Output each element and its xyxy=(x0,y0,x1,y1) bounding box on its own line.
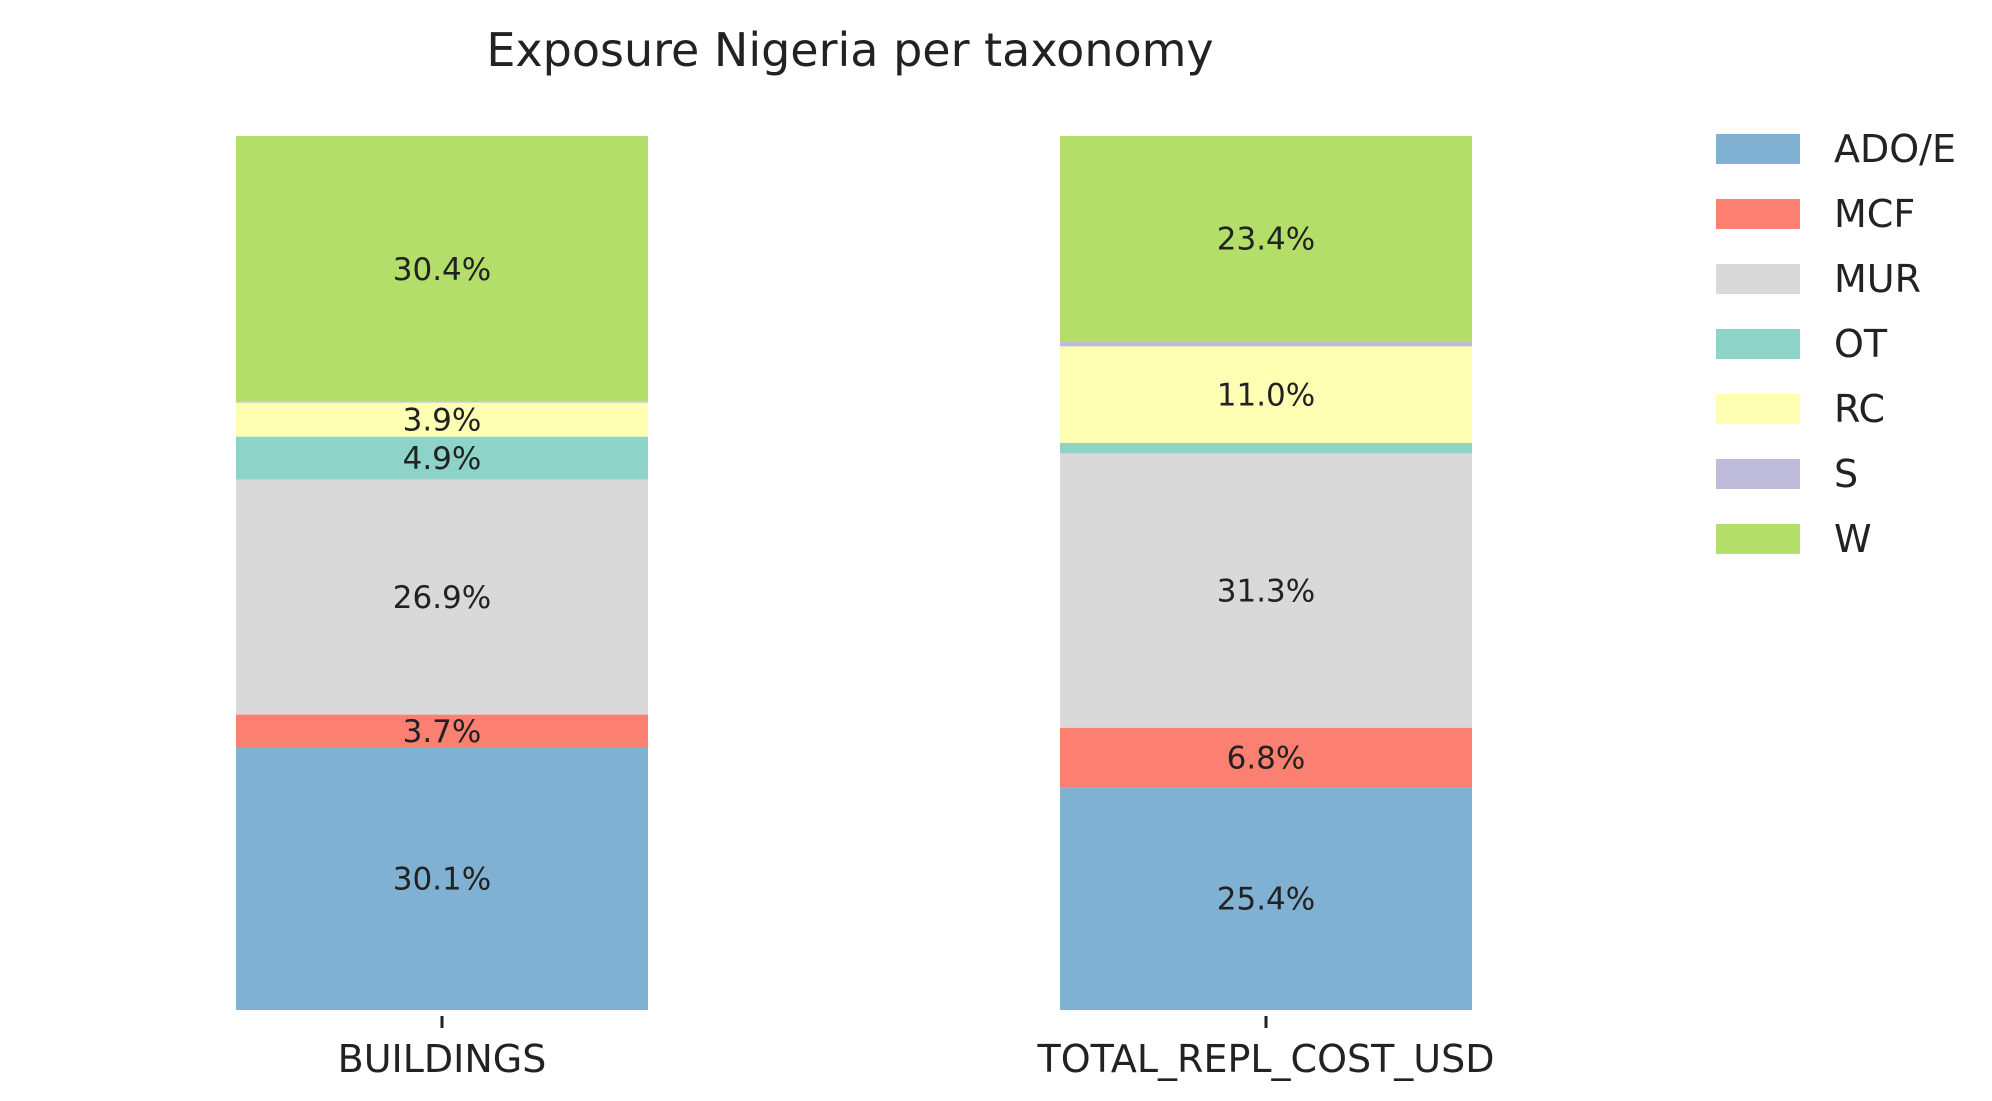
bar-segment-ot-total-repl-cost-usd xyxy=(1060,442,1472,454)
bar-label-ado-e-total-repl-cost-usd: 25.4% xyxy=(1217,882,1315,918)
bar-label-rc-buildings: 3.9% xyxy=(403,403,482,439)
legend-label-s: S xyxy=(1834,452,1858,496)
bar-segment-w-total-repl-cost-usd xyxy=(1060,136,1472,342)
bar-label-ado-e-buildings: 30.1% xyxy=(393,861,491,897)
x-tick-label-total-repl-cost-usd: TOTAL_REPL_COST_USD xyxy=(1036,1037,1494,1081)
x-tick-label-buildings: BUILDINGS xyxy=(338,1037,547,1081)
bar-segment-ado-e-buildings xyxy=(236,746,648,1010)
bar-label-mcf-total-repl-cost-usd: 6.8% xyxy=(1227,741,1306,777)
chart-title: Exposure Nigeria per taxonomy xyxy=(486,23,1213,77)
bar-segment-ado-e-total-repl-cost-usd xyxy=(1060,787,1472,1010)
bar-segment-rc-total-repl-cost-usd xyxy=(1060,346,1472,443)
legend-swatch-mcf xyxy=(1716,199,1800,229)
legend-swatch-mur xyxy=(1716,264,1800,294)
bar-segment-mcf-buildings xyxy=(236,714,648,747)
legend-label-mcf: MCF xyxy=(1834,192,1915,236)
bar-label-mur-total-repl-cost-usd: 31.3% xyxy=(1217,574,1315,610)
bar-segment-s-buildings xyxy=(236,401,648,403)
legend-swatch-w xyxy=(1716,524,1800,554)
bar-segment-mur-buildings xyxy=(236,479,648,715)
bar-label-w-total-repl-cost-usd: 23.4% xyxy=(1217,222,1315,258)
legend-label-mur: MUR xyxy=(1834,257,1921,301)
x-axis: BUILDINGS TOTAL_REPL_COST_USD xyxy=(338,1016,1495,1081)
legend-label-ot: OT xyxy=(1834,322,1888,366)
legend-label-w: W xyxy=(1834,517,1872,561)
legend-label-rc: RC xyxy=(1834,387,1885,431)
legend-swatch-rc xyxy=(1716,394,1800,424)
legend: ADO/E MCF MUR OT RC SW xyxy=(1716,127,1956,561)
bar-label-ot-buildings: 4.9% xyxy=(403,441,482,477)
bar-segment-ot-buildings xyxy=(236,436,648,480)
legend-swatch-ot xyxy=(1716,329,1800,359)
bar-segment-rc-buildings xyxy=(236,402,648,437)
bar-label-rc-total-repl-cost-usd: 11.0% xyxy=(1217,378,1315,414)
legend-swatch-ado-e xyxy=(1716,134,1800,164)
bars-layer: 30.1% 3.7% 26.9% 4.9%3.9% 30.4% 25.4% 6.8% 31.3… xyxy=(236,136,1472,1010)
legend-label-ado-e: ADO/E xyxy=(1834,127,1956,171)
bar-label-mur-buildings: 26.9% xyxy=(393,580,491,616)
legend-swatch-s xyxy=(1716,459,1800,489)
bar-segment-mur-total-repl-cost-usd xyxy=(1060,453,1472,728)
bar-segment-w-buildings xyxy=(236,136,648,402)
bar-label-w-buildings: 30.4% xyxy=(393,252,491,288)
bar-segment-mcf-total-repl-cost-usd xyxy=(1060,727,1472,788)
bar-label-mcf-buildings: 3.7% xyxy=(403,714,482,750)
bar-segment-s-total-repl-cost-usd xyxy=(1060,341,1472,347)
